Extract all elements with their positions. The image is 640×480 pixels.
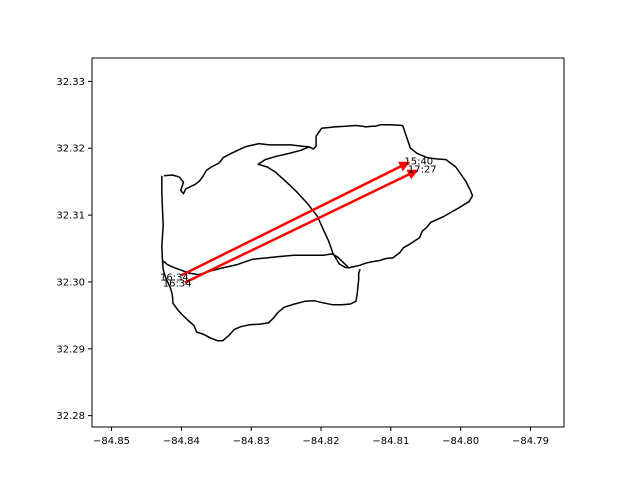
y-tick-label-5: 32.33 — [56, 77, 85, 88]
time-label-3: 17:27 — [408, 164, 437, 175]
x-tick-label-0: −84.85 — [93, 436, 130, 447]
time-label-1: 16:34 — [163, 279, 192, 290]
y-tick-label-2: 32.30 — [56, 277, 85, 288]
y-tick-label-0: 32.28 — [56, 411, 85, 422]
y-tick-label-1: 32.29 — [56, 344, 85, 355]
x-tick-label-3: −84.82 — [303, 436, 340, 447]
x-axis: −84.85 −84.84 −84.83 −84.82 −84.81 −84.80 −84.… — [93, 427, 549, 447]
arrow-head-0 — [398, 161, 411, 172]
arrow-1 — [184, 169, 419, 284]
axes-frame — [91, 57, 565, 428]
time-label-2: 15:40 — [404, 156, 433, 167]
time-label-0: 16:34 — [160, 273, 189, 284]
x-tick-label-1: −84.84 — [163, 436, 200, 447]
arrow-shaft-0 — [180, 165, 402, 277]
boundary-line-2 — [161, 260, 361, 342]
arrow-head-1 — [406, 169, 419, 180]
boundary-line-0 — [163, 124, 474, 269]
arrow-0 — [180, 161, 411, 277]
x-tick-label-2: −84.83 — [233, 436, 270, 447]
y-tick-label-3: 32.31 — [56, 211, 85, 222]
arrow-shaft-1 — [184, 173, 410, 284]
boundary-line-1 — [161, 175, 350, 276]
x-tick-label-4: −84.81 — [372, 436, 409, 447]
x-tick-label-5: −84.80 — [442, 436, 479, 447]
x-tick-label-6: −84.79 — [512, 436, 549, 447]
y-tick-label-4: 32.32 — [56, 144, 85, 155]
y-axis: 32.28 32.29 32.30 32.31 32.32 32.33 — [56, 77, 92, 422]
